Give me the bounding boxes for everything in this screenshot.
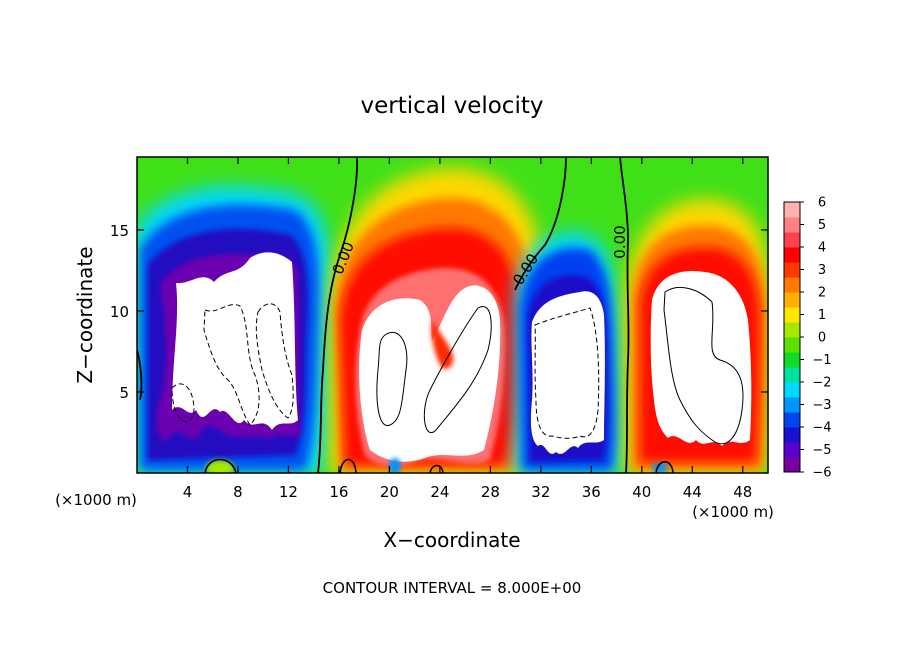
x-unit-right: (×1000 m) [692,503,774,521]
zero-contour-surface-3 [429,464,444,473]
downdraft-cell-right [515,232,624,473]
colorbar-tick-label: 3 [818,263,826,278]
contour-label: 0.00 [611,225,629,258]
colorbar: 6 5 4 3 2 1 0 −1 −2 −3 −4 −5 −6 [783,196,832,481]
zero-contour-surface-1 [204,458,237,473]
colorbar-swatch [784,262,800,278]
surface-blob-2 [389,458,401,473]
contour-interval-note: CONTOUR INTERVAL = 8.000E+00 [323,579,582,597]
colorbar-swatch [784,352,800,368]
zero-contour-surface-2 [339,458,357,473]
y-tick-label: 5 [119,384,129,402]
colorbar-tick-label: −5 [812,443,831,458]
x-unit-left: (×1000 m) [55,491,137,509]
x-axis-label: X−coordinate [383,528,520,552]
surface-blob-1 [206,460,234,473]
zero-contour-2 [514,157,567,291]
colorbar-tick-label: 1 [818,308,826,323]
positive-contour-cell2-left [376,332,408,426]
negative-contour-cell1-c [171,383,195,423]
colorbar-swatch [784,427,800,443]
x-tick-label: 40 [632,483,651,501]
y-axis-label: Z−coordinate [73,246,97,383]
colorbar-tick-label: −6 [812,466,831,481]
plot-frame [136,156,769,474]
colorbar-tick-label: 5 [818,218,826,233]
colorbar-swatch [784,442,800,458]
x-tick-label: 36 [582,483,601,501]
downdraft-cell-left [137,186,332,473]
colorbar-swatch [784,307,800,323]
zero-contour-edge [137,349,143,401]
zero-contour-1 [317,157,358,473]
colorbar-swatch [784,457,800,473]
zero-contour-surface-4 [655,460,674,473]
x-tick-label: 28 [481,483,500,501]
colorbar-swatch [784,292,800,308]
colorbar-swatch [784,412,800,428]
colorbar-swatch [784,277,800,293]
x-tick-label: 4 [183,483,193,501]
x-tick-label: 44 [683,483,702,501]
colorbar-swatch [784,382,800,398]
zero-contour-3 [619,157,630,473]
colorbar-swatch [784,322,800,338]
colorbar-tick-label: −4 [812,421,831,436]
colorbar-swatch [784,202,800,218]
positive-contour-cell4 [663,287,744,445]
chart-title: vertical velocity [361,93,544,119]
colorbar-swatch [784,232,800,248]
colorbar-tick-label: −2 [812,376,831,391]
colorbar-tick-label: 4 [818,241,826,256]
x-tick-label: 16 [329,483,348,501]
negative-contour-cell3 [534,307,600,439]
colorbar-tick-label: 0 [818,331,826,346]
contour-lines [137,157,744,473]
x-tick-label: 32 [531,483,550,501]
colorbar-swatch [784,247,800,263]
x-tick-label: 8 [233,483,243,501]
y-tick-label: 15 [110,222,129,240]
x-tick-label: 24 [430,483,449,501]
negative-contour-cell1-b [255,303,294,419]
updraft-cell-far-right [625,199,768,473]
colorbar-swatch [784,217,800,233]
positive-contour-cell2-right [423,306,492,433]
colorbar-tick-label: 2 [818,286,826,301]
colorbar-swatch [784,367,800,383]
y-tick-label: 10 [110,303,129,321]
updraft-cell-center [330,168,546,473]
x-tick-label: 12 [279,483,298,501]
colorbar-tick-label: −1 [812,353,831,368]
negative-contour-cell1 [203,304,260,426]
colorbar-swatch [784,397,800,413]
colorbar-tick-label: 6 [818,196,826,211]
x-tick-label: 48 [733,483,752,501]
x-tick-label: 20 [380,483,399,501]
colorbar-tick-label: −3 [812,398,831,413]
colorbar-swatch [784,337,800,353]
heatmap-field [137,157,768,473]
